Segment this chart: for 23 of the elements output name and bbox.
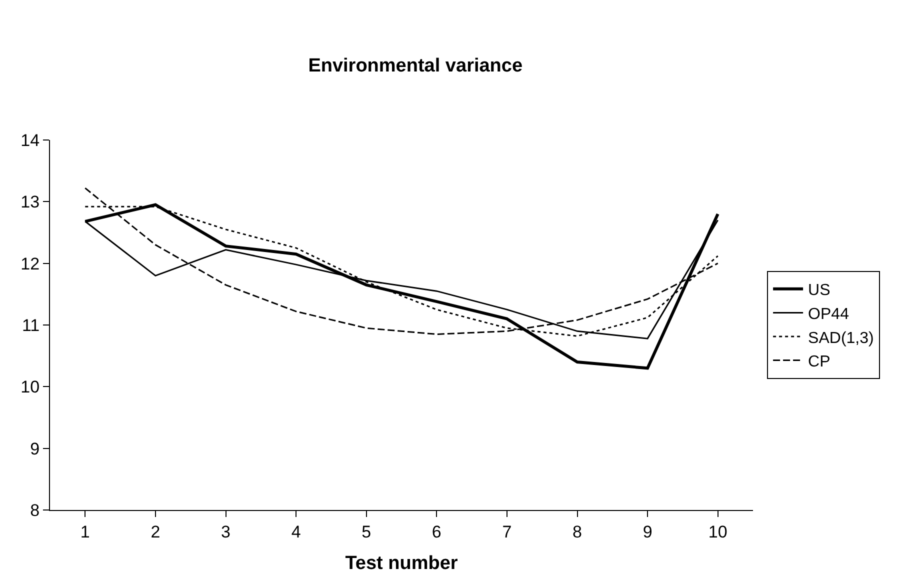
x-tick-label: 1 [80,522,90,542]
y-tick-label: 14 [20,130,40,150]
x-tick-label: 3 [221,522,230,542]
x-tick-label: 9 [642,522,652,542]
y-tick-label: 11 [22,316,40,335]
y-tick-label: 8 [30,500,40,520]
x-tick-label: 10 [708,522,728,542]
x-axis-title: Test number [345,553,458,574]
legend-label: US [808,282,830,300]
x-tick-label: 2 [150,522,160,542]
x-tick-label: 7 [502,522,512,542]
y-tick-label: 13 [20,192,40,212]
x-tick-label: 8 [572,522,582,542]
x-tick-label: 6 [432,522,442,542]
chart-title: Environmental variance [308,56,523,76]
legend-label: CP [808,354,830,371]
y-tick-label: 9 [30,439,40,458]
x-tick-label: 4 [291,522,301,542]
y-tick-label: 12 [20,254,40,274]
legend-label: SAD(1,3) [808,330,874,347]
y-tick-label: 10 [20,378,40,397]
legend-label: OP44 [808,306,850,323]
x-tick-label: 5 [362,522,372,542]
